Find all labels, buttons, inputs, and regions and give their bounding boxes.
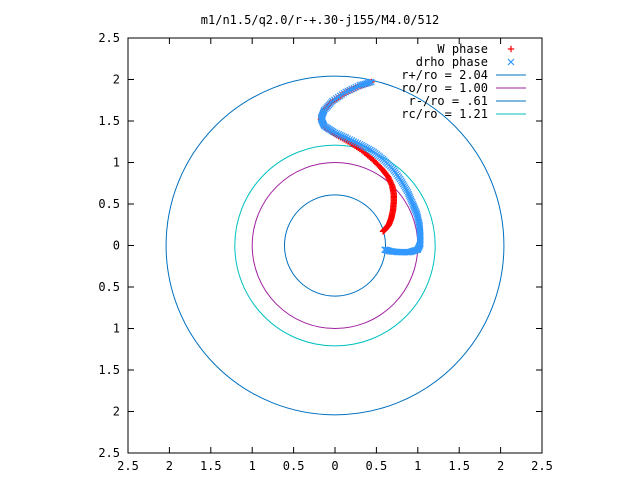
drho-phase-point (338, 132, 346, 140)
y-tick-label: 1 (113, 156, 120, 170)
drho-phase-point (352, 83, 360, 91)
reference-circle (283, 194, 387, 297)
drho-phase-point (346, 136, 354, 143)
drho-phase-point (354, 82, 362, 90)
axis-ticks: 2.5 2 1.5 1 0.5 0 0.5 1 1.5 2 2.52.521.510.500.511… (98, 31, 553, 473)
reference-circle (165, 75, 505, 416)
x-tick-label: 2.5 (117, 459, 139, 473)
x-tick-label: 2 (166, 459, 173, 473)
drho-phase-point (348, 137, 356, 144)
w-phase-point (507, 45, 515, 53)
reference-circle (234, 144, 436, 347)
legend-label: drho phase (416, 55, 488, 69)
x-tick-label: 0.5 (366, 459, 388, 473)
drho-phase-point (335, 130, 343, 138)
drho-phase-point (329, 128, 337, 136)
x-tick-label: 1.5 (200, 459, 222, 473)
drho-phase-point (346, 86, 354, 94)
drho-phase-point (333, 130, 341, 137)
drho-phase-point (381, 246, 389, 254)
x-tick-label: 1.5 (448, 459, 470, 473)
legend-label: r-/ro = .61 (409, 94, 488, 108)
data-series (317, 78, 424, 256)
drho-phase-point (356, 81, 364, 89)
y-tick-label: 1 (113, 322, 120, 336)
drho-phase-point (344, 135, 352, 142)
y-tick-label: 2.5 (98, 31, 120, 45)
x-tick-label: 2 (497, 459, 504, 473)
legend-label: W phase (437, 42, 488, 56)
drho-phase-point (350, 137, 358, 145)
y-tick-label: 0.5 (98, 280, 120, 294)
chart-title: m1/n1.5/q2.0/r-+.30-j155/M4.0/512 (201, 13, 439, 27)
drho-phase-point (348, 85, 356, 93)
legend-label: ro/ro = 1.00 (401, 81, 488, 95)
drho-phase-point (354, 139, 362, 147)
drho-phase-point (337, 131, 344, 139)
y-tick-label: 2 (113, 73, 120, 87)
x-tick-label: 1 (414, 459, 421, 473)
y-tick-label: 0.5 (98, 197, 120, 211)
y-tick-label: 2.5 (98, 446, 120, 460)
w-phase-point (379, 228, 387, 235)
y-tick-label: 1.5 (98, 363, 120, 377)
drho-phase-point (340, 133, 348, 141)
drho-phase-point (507, 58, 515, 66)
drho-phase-series (317, 78, 424, 256)
x-tick-label: 2.5 (531, 459, 553, 473)
reference-circles (165, 75, 505, 416)
drho-phase-point (352, 138, 360, 146)
drho-phase-point (350, 84, 358, 92)
drho-phase-point (344, 87, 352, 95)
x-tick-label: 0.5 (283, 459, 305, 473)
x-tick-label: 1 (249, 459, 256, 473)
x-tick-label: 0 (331, 459, 338, 473)
y-tick-label: 0 (113, 239, 120, 253)
y-tick-label: 1.5 (98, 114, 120, 128)
legend-label: r+/ro = 2.04 (401, 68, 488, 82)
drho-phase-point (342, 134, 350, 142)
legend-label: rc/ro = 1.21 (401, 107, 488, 121)
drho-phase-point (331, 129, 339, 137)
drho-phase-point (358, 81, 365, 89)
y-tick-label: 2 (113, 405, 120, 419)
